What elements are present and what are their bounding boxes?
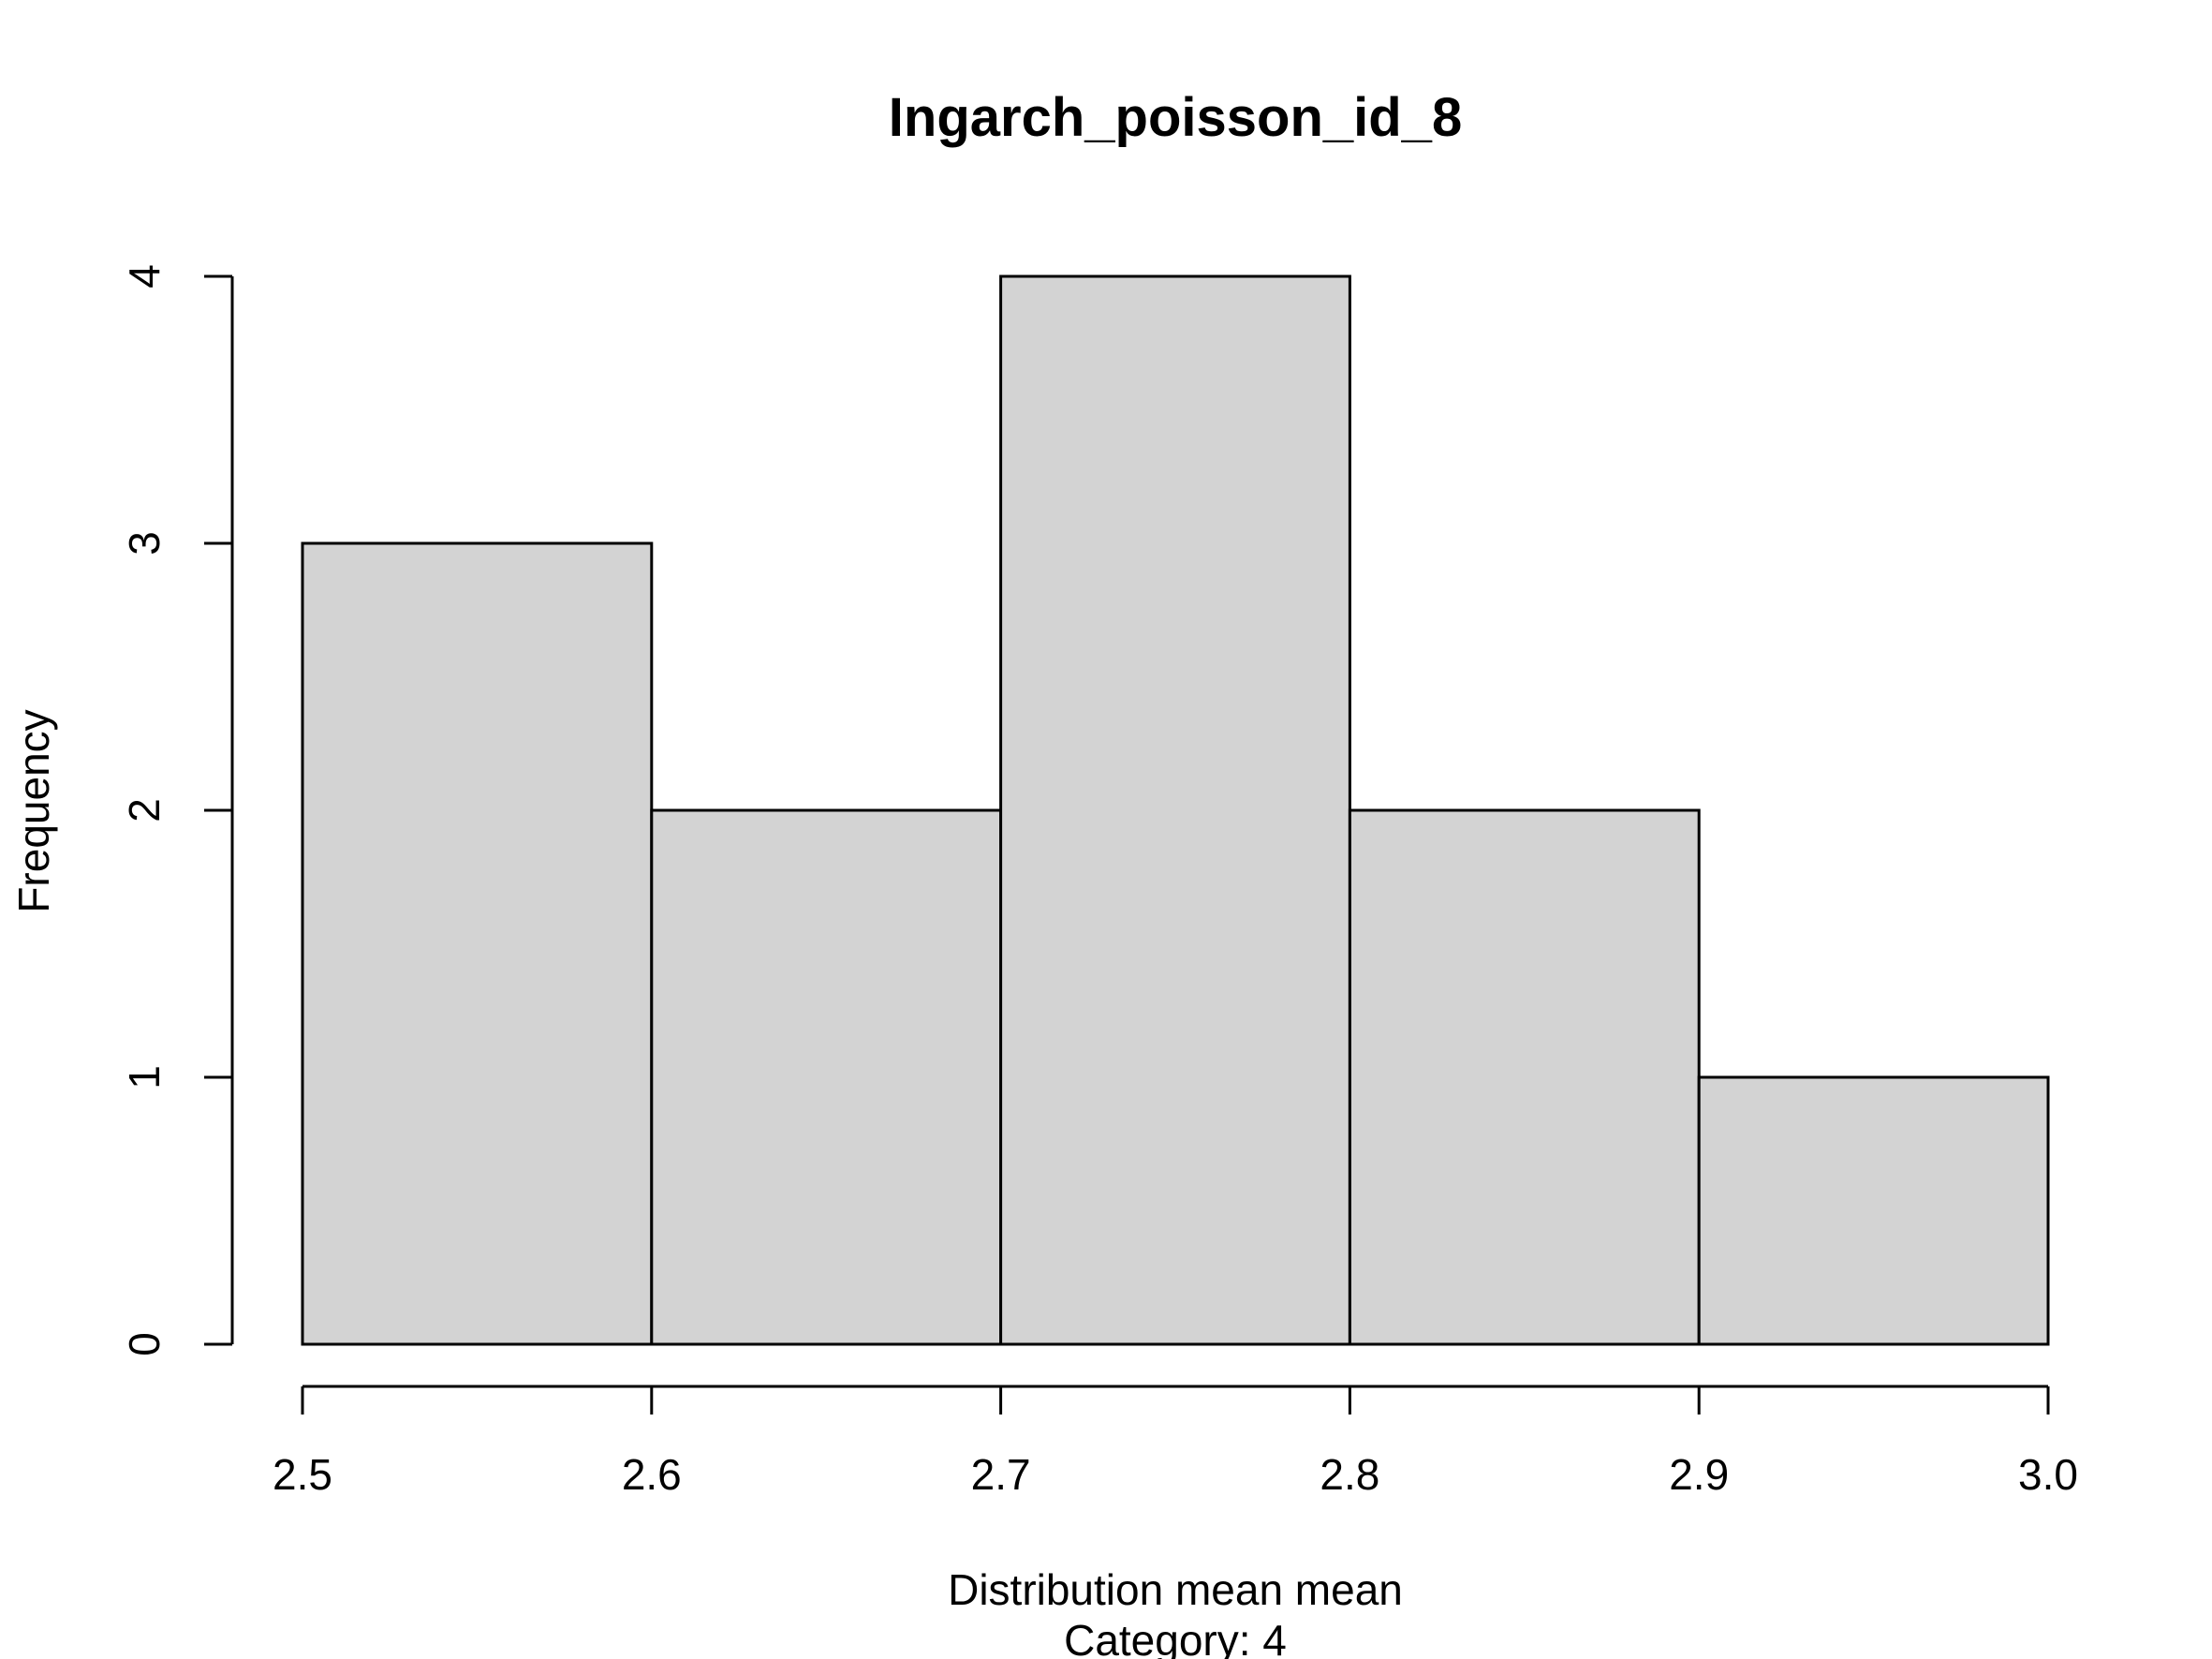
chart-title: Ingarch_poisson_id_8 <box>889 87 1462 148</box>
x-axis: 2.5 2.6 2.7 2.8 2.9 3.0 <box>273 1385 2078 1499</box>
y-tick-label-3: 3 <box>120 531 169 555</box>
x-tick-label-4: 2.9 <box>1669 1450 1729 1499</box>
y-axis: 0 1 2 3 4 <box>120 264 234 1356</box>
x-tick-label-0: 2.5 <box>273 1450 332 1499</box>
histogram-bar-4 <box>1697 1075 2050 1346</box>
y-axis-label: Frequency <box>9 709 58 912</box>
histogram-bar-0 <box>301 541 654 1346</box>
y-tick-label-2: 2 <box>120 798 169 822</box>
x-tick-label-1: 2.6 <box>622 1450 682 1499</box>
y-tick-label-0: 0 <box>120 1332 169 1356</box>
histogram-bar-1 <box>650 808 1003 1346</box>
y-tick-label-1: 1 <box>120 1065 169 1089</box>
x-tick-label-3: 2.8 <box>1320 1450 1379 1499</box>
bars-group <box>301 274 2050 1346</box>
histogram-bar-3 <box>1348 808 1701 1346</box>
x-tick-label-2: 2.7 <box>971 1450 1031 1499</box>
x-axis-label: Distribution mean mean <box>948 1565 1403 1614</box>
chart-subtitle: Category: 4 <box>1064 1616 1287 1659</box>
y-tick-label-4: 4 <box>120 264 169 289</box>
histogram-bar-2 <box>999 274 1351 1346</box>
x-tick-label-5: 3.0 <box>2018 1450 2078 1499</box>
